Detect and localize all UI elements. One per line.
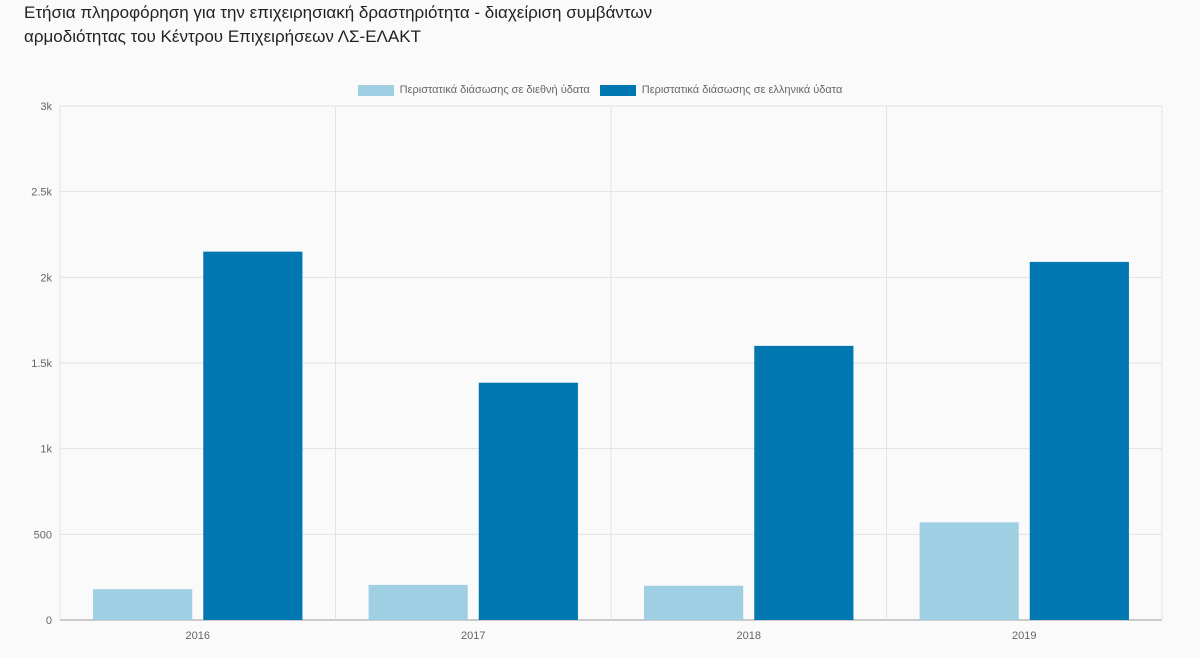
y-tick-label: 1k: [40, 444, 52, 456]
x-tick-label: 2016: [186, 630, 210, 642]
y-axis-labels: 0 500 1k 1.5k 2k 2.5k 3k: [31, 101, 52, 627]
chart-title: Ετήσια πληροφόρηση για την επιχειρησιακή…: [24, 1, 784, 49]
bar-greek-waters-2017[interactable]: [478, 382, 578, 620]
bar-greek-waters-2019[interactable]: [1029, 261, 1129, 620]
chart-title-line-1: Ετήσια πληροφόρηση για την επιχειρησιακή…: [24, 3, 653, 22]
bar-greek-waters-2018[interactable]: [754, 345, 854, 620]
y-tick-label: 500: [34, 529, 52, 541]
legend-label-greek-waters: Περιστατικά διάσωσης σε ελληνικά ύδατα: [641, 84, 843, 96]
chart-title-line-2: αρμοδιότητας του Κέντρου Επιχειρήσεων ΛΣ…: [24, 27, 421, 46]
bar-greek-waters-2016[interactable]: [203, 251, 303, 620]
x-grid: [59, 106, 1163, 620]
legend-label-international-waters: Περιστατικά διάσωσης σε διεθνή ύδατα: [399, 84, 590, 96]
legend-item-greek-waters[interactable]: Περιστατικά διάσωσης σε ελληνικά ύδατα: [599, 84, 843, 96]
x-tick-label: 2017: [461, 630, 485, 642]
y-tick-label: 1.5k: [31, 358, 52, 370]
bars: [93, 251, 1129, 620]
y-tick-label: 3k: [40, 101, 52, 113]
y-tick-label: 2k: [40, 272, 52, 284]
bar-international-waters-2016[interactable]: [93, 589, 193, 620]
x-axis-labels: 2016 2017 2018 2019: [186, 630, 1037, 642]
y-tick-label: 0: [46, 615, 52, 627]
bar-international-waters-2017[interactable]: [368, 584, 468, 620]
x-tick-label: 2019: [1012, 630, 1036, 642]
x-tick-label: 2018: [737, 630, 761, 642]
y-tick-label: 2.5k: [31, 187, 52, 199]
legend-item-international-waters[interactable]: Περιστατικά διάσωσης σε διεθνή ύδατα: [357, 84, 590, 96]
bar-international-waters-2018[interactable]: [644, 585, 744, 620]
chart-legend: Περιστατικά διάσωσης σε διεθνή ύδατα Περ…: [0, 84, 1200, 96]
bar-international-waters-2019[interactable]: [919, 522, 1019, 620]
legend-swatch-greek-waters: [599, 84, 636, 96]
legend-swatch-international-waters: [357, 84, 394, 96]
